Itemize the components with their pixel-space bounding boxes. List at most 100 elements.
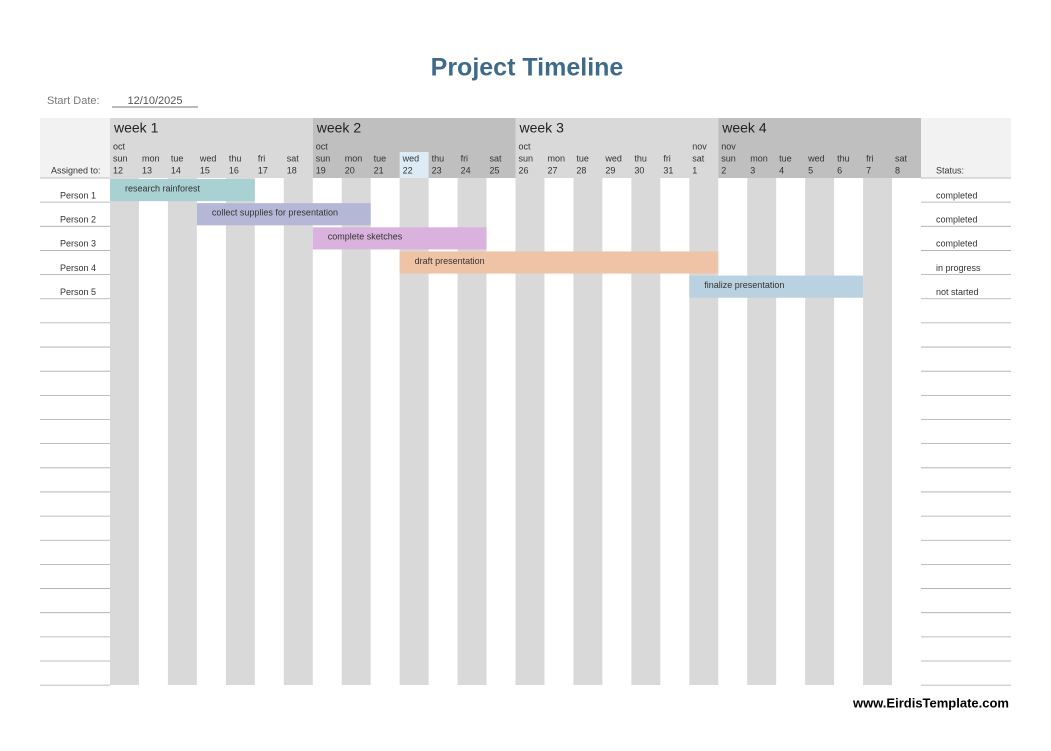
- day-number: 19: [316, 165, 326, 175]
- day-number: 15: [200, 165, 210, 175]
- day-name: fri: [461, 153, 469, 163]
- start-date: 12/10/2025: [127, 95, 182, 107]
- day-number: 29: [605, 165, 615, 175]
- person-label: Person 3: [60, 239, 96, 249]
- week-header-bg: [110, 118, 313, 178]
- day-number: 18: [287, 165, 297, 175]
- task-bar: [689, 275, 864, 298]
- day-number: 28: [576, 165, 586, 175]
- day-number: 6: [837, 165, 842, 175]
- day-name: wed: [199, 153, 217, 163]
- day-number: 13: [142, 165, 152, 175]
- day-name: sat: [490, 153, 503, 163]
- day-number: 21: [374, 165, 384, 175]
- day-name: sat: [287, 153, 300, 163]
- day-number: 5: [808, 165, 813, 175]
- day-number: 27: [547, 165, 557, 175]
- day-name: wed: [604, 153, 622, 163]
- day-number: 17: [258, 165, 268, 175]
- day-number: 8: [895, 165, 900, 175]
- week-label: week 3: [519, 120, 565, 136]
- day-name: wed: [402, 153, 420, 163]
- day-number: 7: [866, 165, 871, 175]
- day-number: 14: [171, 165, 181, 175]
- week-header-bg: [718, 118, 921, 178]
- task-name: complete sketches: [328, 232, 403, 242]
- person-label: Person 1: [60, 190, 96, 200]
- footer: www.EirdisTemplate.com: [852, 695, 1009, 710]
- week-label: week 2: [316, 120, 362, 136]
- day-stripe: [167, 178, 197, 685]
- day-number: 22: [403, 165, 413, 175]
- day-number: 23: [432, 165, 442, 175]
- week-label: week 4: [721, 120, 767, 136]
- day-name: sat: [692, 153, 705, 163]
- task-bar: [110, 179, 255, 202]
- week-label: week 1: [113, 120, 159, 136]
- day-name: sun: [519, 153, 534, 163]
- day-number: 20: [345, 165, 355, 175]
- person-label: Person 4: [60, 263, 96, 273]
- day-name: tue: [374, 153, 387, 163]
- day-name: thu: [634, 153, 647, 163]
- day-name: tue: [576, 153, 589, 163]
- day-number: 31: [663, 165, 673, 175]
- day-number: 2: [721, 165, 726, 175]
- month-label: nov: [692, 141, 707, 151]
- task-name: collect supplies for presentation: [212, 208, 338, 218]
- day-number: 16: [229, 165, 239, 175]
- day-number: 12: [113, 165, 123, 175]
- day-name: sun: [113, 153, 128, 163]
- day-name: thu: [229, 153, 242, 163]
- right-header-bg: [921, 118, 1011, 178]
- task-name: draft presentation: [415, 256, 485, 266]
- day-number: 24: [461, 165, 471, 175]
- day-stripe: [283, 178, 313, 685]
- month-label: oct: [113, 141, 126, 151]
- day-name: sat: [895, 153, 908, 163]
- grid: week 1 week 2 week 3 week 4octsun12mon13tue…: [40, 118, 1011, 686]
- day-name: mon: [750, 153, 768, 163]
- day-stripe: [805, 178, 835, 685]
- day-stripe: [341, 178, 371, 685]
- day-number: 1: [692, 165, 697, 175]
- status: completed: [936, 190, 978, 200]
- task-name: research rainforest: [125, 183, 201, 193]
- status: in progress: [936, 263, 981, 273]
- status: completed: [936, 215, 978, 225]
- start-date-label: Start Date:: [47, 95, 100, 107]
- task-name: finalize presentation: [704, 280, 784, 290]
- status-label: Status:: [936, 165, 964, 175]
- day-name: sun: [721, 153, 736, 163]
- status: completed: [936, 239, 978, 249]
- day-number: 3: [750, 165, 755, 175]
- day-number: 4: [779, 165, 784, 175]
- day-number: 26: [519, 165, 529, 175]
- title: Project Timeline: [431, 54, 624, 82]
- day-name: wed: [807, 153, 825, 163]
- person-label: Person 2: [60, 215, 96, 225]
- task-bar: [196, 203, 371, 226]
- day-stripe: [747, 178, 777, 685]
- assigned-label: Assigned to:: [51, 165, 101, 175]
- day-name: tue: [779, 153, 792, 163]
- person-label: Person 5: [60, 287, 96, 297]
- day-name: thu: [432, 153, 445, 163]
- day-name: mon: [547, 153, 565, 163]
- day-number: 30: [634, 165, 644, 175]
- month-label: oct: [519, 141, 532, 151]
- task-bar: [312, 227, 487, 250]
- month-label: oct: [316, 141, 329, 151]
- left-header-bg: [40, 118, 110, 178]
- day-name: mon: [142, 153, 160, 163]
- today-highlight: [399, 152, 429, 178]
- day-name: tue: [171, 153, 184, 163]
- day-name: mon: [345, 153, 363, 163]
- month-label: nov: [721, 141, 736, 151]
- task-bar: [399, 251, 719, 274]
- day-name: thu: [837, 153, 850, 163]
- day-stripe: [225, 178, 255, 685]
